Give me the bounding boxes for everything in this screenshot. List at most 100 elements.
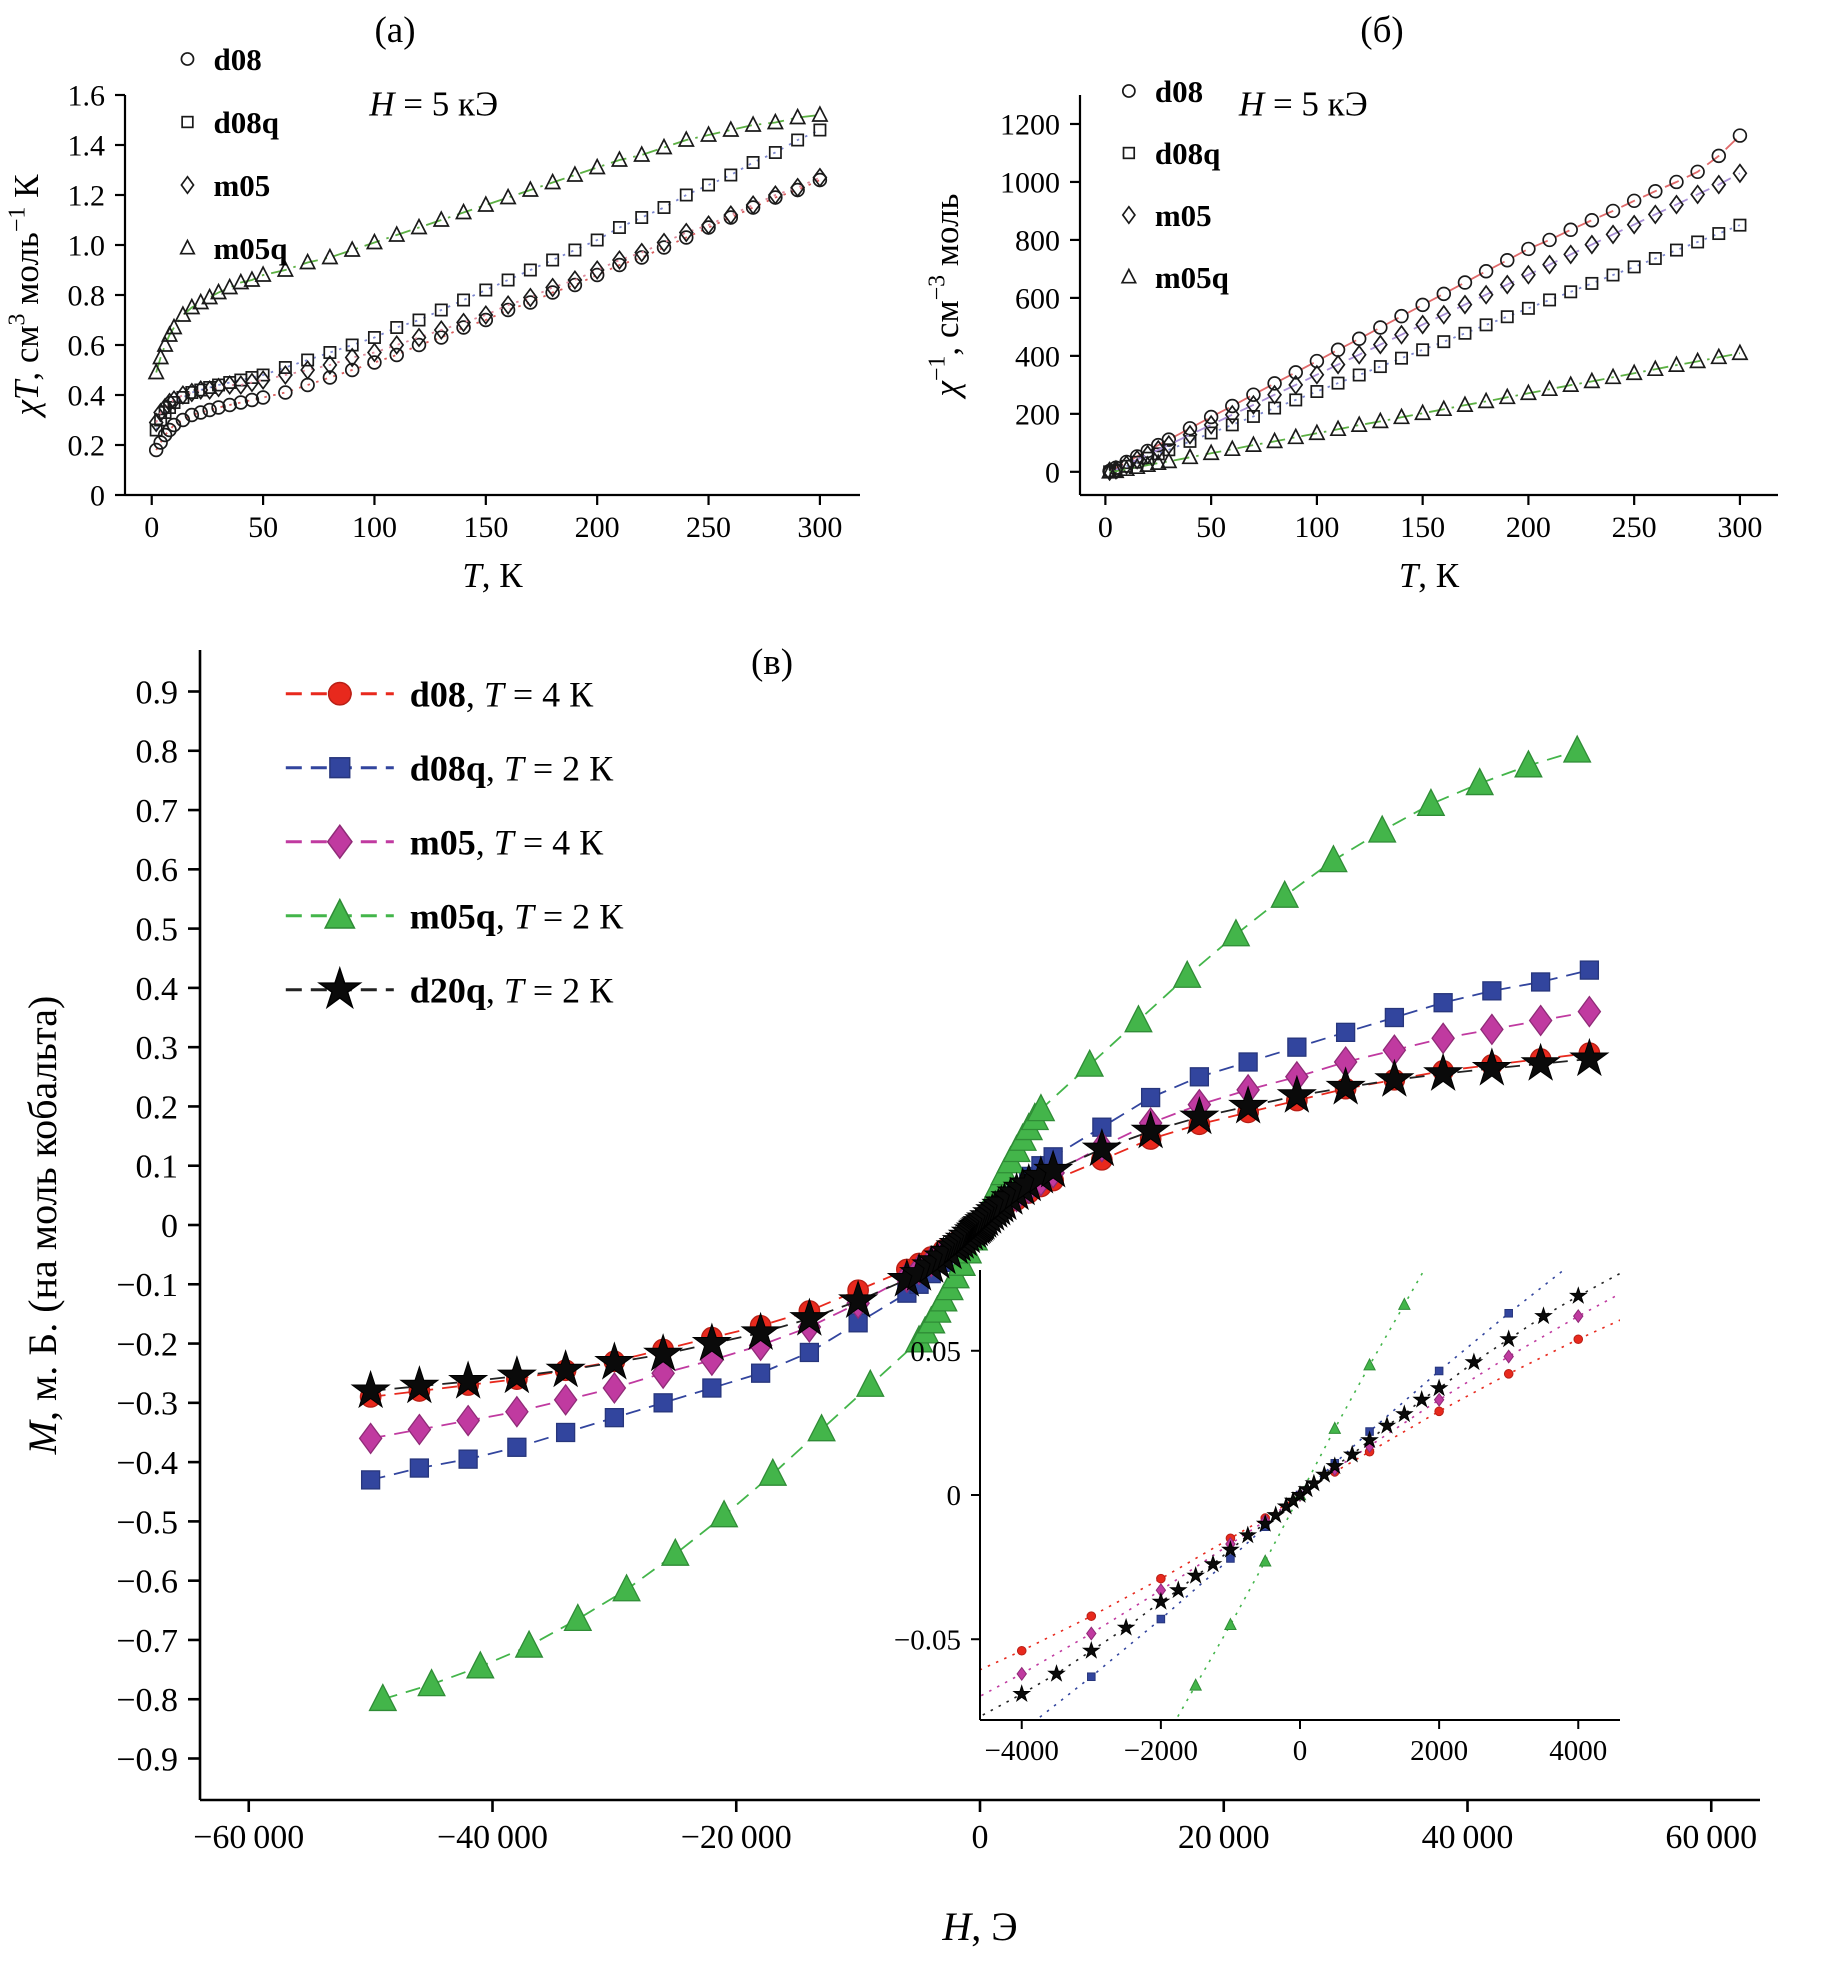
svg-text:200: 200 — [1506, 511, 1551, 544]
svg-text:0: 0 — [144, 511, 159, 544]
svg-text:0.05: 0.05 — [910, 1336, 961, 1368]
svg-text:100: 100 — [352, 511, 397, 544]
svg-text:m05, T = 4 К: m05, T = 4 К — [410, 822, 604, 862]
chart-v: (в) −60 000 −40 000 −20 000 0 20 000 40 000 60… — [20, 642, 1760, 1949]
svg-text:800: 800 — [1015, 224, 1060, 257]
svg-text:1.2: 1.2 — [68, 180, 106, 213]
svg-text:M, м. Б. (на моль кобальта): M, м. Б. (на моль кобальта) — [20, 996, 65, 1456]
axes-vi: −4000 −2000 0 2000 4000 0.05 0 −0.05 — [894, 1270, 1620, 1767]
svg-text:0.1: 0.1 — [136, 1149, 179, 1186]
svg-text:d08q: d08q — [213, 105, 278, 140]
svg-text:−0.3: −0.3 — [116, 1386, 178, 1423]
svg-text:0: 0 — [90, 480, 105, 513]
series-d20q — [350, 1037, 1610, 1409]
svg-text:0: 0 — [1045, 456, 1060, 489]
svg-text:d08: d08 — [1155, 74, 1203, 109]
svg-text:−0.6: −0.6 — [116, 1564, 178, 1601]
svg-text:H = 5 кЭ: H = 5 кЭ — [368, 84, 498, 123]
svg-text:0: 0 — [1293, 1735, 1308, 1767]
svg-text:d08: d08 — [213, 42, 261, 77]
plot-area-a — [147, 105, 829, 458]
svg-text:0.8: 0.8 — [68, 280, 106, 313]
series-m05 — [980, 1292, 1620, 1698]
svg-text:m05q: m05q — [213, 231, 287, 266]
svg-text:0.3: 0.3 — [136, 1030, 179, 1067]
svg-text:0.6: 0.6 — [136, 852, 179, 889]
svg-text:300: 300 — [1717, 511, 1762, 544]
svg-text:−2000: −2000 — [1124, 1735, 1198, 1767]
svg-text:T, К: T, К — [1399, 556, 1460, 595]
svg-text:50: 50 — [1196, 511, 1226, 544]
svg-text:600: 600 — [1015, 282, 1060, 315]
series-m05 — [148, 167, 828, 433]
svg-text:−60 000: −60 000 — [193, 1819, 304, 1856]
series-d08 — [1102, 128, 1748, 479]
svg-text:d08q: d08q — [1155, 136, 1220, 171]
svg-text:−0.2: −0.2 — [116, 1326, 178, 1363]
svg-text:4000: 4000 — [1549, 1735, 1607, 1767]
svg-text:T, К: T, К — [462, 556, 523, 595]
svg-text:1000: 1000 — [1000, 166, 1060, 199]
svg-text:100: 100 — [1294, 511, 1339, 544]
svg-text:m05: m05 — [213, 168, 270, 203]
plot-area-vi — [980, 1270, 1620, 1720]
svg-text:m05q: m05q — [1155, 260, 1229, 295]
svg-text:40 000: 40 000 — [1422, 1819, 1514, 1856]
svg-text:d08q, T = 2 К: d08q, T = 2 К — [410, 748, 614, 788]
svg-text:−20 000: −20 000 — [681, 1819, 792, 1856]
svg-text:0.4: 0.4 — [68, 380, 106, 413]
svg-text:−0.7: −0.7 — [116, 1623, 178, 1660]
chart-b: (б) 0 50 100 150 200 250 300 0 200 400 600 800 1000 1… — [925, 10, 1778, 595]
svg-text:1200: 1200 — [1000, 108, 1060, 141]
svg-text:H, Э: H, Э — [941, 1904, 1017, 1949]
svg-text:0: 0 — [1098, 511, 1113, 544]
svg-text:χT, см3 моль−1 К: χT, см3 моль−1 К — [5, 174, 46, 419]
legend-a: d08 d08q m05 m05q — [179, 42, 288, 266]
series-m05q — [1174, 1270, 1426, 1720]
svg-text:150: 150 — [1400, 511, 1445, 544]
top-row: (а) 0 50 100 150 200 250 300 0 0.2 0.4 0.6 0.8 1.0 1.… — [0, 0, 1839, 620]
svg-text:−0.4: −0.4 — [116, 1445, 178, 1482]
svg-text:−40 000: −40 000 — [437, 1819, 548, 1856]
svg-text:1.0: 1.0 — [68, 230, 106, 263]
svg-text:0: 0 — [161, 1208, 178, 1245]
svg-text:0.5: 0.5 — [136, 912, 179, 949]
svg-text:400: 400 — [1015, 340, 1060, 373]
svg-text:1.6: 1.6 — [68, 80, 106, 113]
svg-text:−0.1: −0.1 — [116, 1267, 178, 1304]
svg-text:50: 50 — [248, 511, 278, 544]
axes-v: −60 000 −40 000 −20 000 0 20 000 40 000 60 000… — [20, 650, 1760, 1949]
series-d08q — [1103, 218, 1747, 479]
svg-text:250: 250 — [1612, 511, 1657, 544]
svg-text:0.2: 0.2 — [68, 430, 106, 463]
axes-b: 0 50 100 150 200 250 300 0 200 400 600 800 1000 1200 T… — [925, 84, 1778, 595]
svg-text:0.9: 0.9 — [136, 674, 179, 711]
svg-text:d20q, T = 2 К: d20q, T = 2 К — [410, 970, 614, 1010]
svg-text:0.7: 0.7 — [136, 793, 179, 830]
svg-text:250: 250 — [686, 511, 731, 544]
svg-text:1.4: 1.4 — [68, 130, 106, 163]
svg-text:0.8: 0.8 — [136, 734, 179, 771]
svg-text:0.4: 0.4 — [136, 971, 179, 1008]
series-m05 — [1102, 163, 1748, 482]
svg-text:−0.9: −0.9 — [116, 1741, 178, 1778]
series-d08 — [980, 1319, 1620, 1671]
panel-b-title: (б) — [1360, 10, 1403, 51]
svg-text:20 000: 20 000 — [1178, 1819, 1270, 1856]
legend-b: d08 d08q m05 m05q — [1120, 74, 1229, 295]
svg-text:−0.5: −0.5 — [116, 1504, 178, 1541]
svg-text:m05: m05 — [1155, 198, 1212, 233]
svg-text:H = 5 кЭ: H = 5 кЭ — [1238, 84, 1368, 123]
plot-area-b — [1101, 128, 1749, 482]
svg-text:0: 0 — [947, 1480, 962, 1512]
axes-a: 0 50 100 150 200 250 300 0 0.2 0.4 0.6 0.8 1.0 1.2 1.4… — [5, 80, 860, 595]
series-d08q — [1035, 1270, 1565, 1720]
svg-text:−0.8: −0.8 — [116, 1682, 178, 1719]
series-m05q — [147, 105, 829, 380]
svg-text:−0.05: −0.05 — [894, 1624, 961, 1656]
svg-text:60 000: 60 000 — [1665, 1819, 1757, 1856]
svg-text:200: 200 — [1015, 398, 1060, 431]
svg-text:2000: 2000 — [1410, 1735, 1468, 1767]
svg-text:200: 200 — [575, 511, 620, 544]
